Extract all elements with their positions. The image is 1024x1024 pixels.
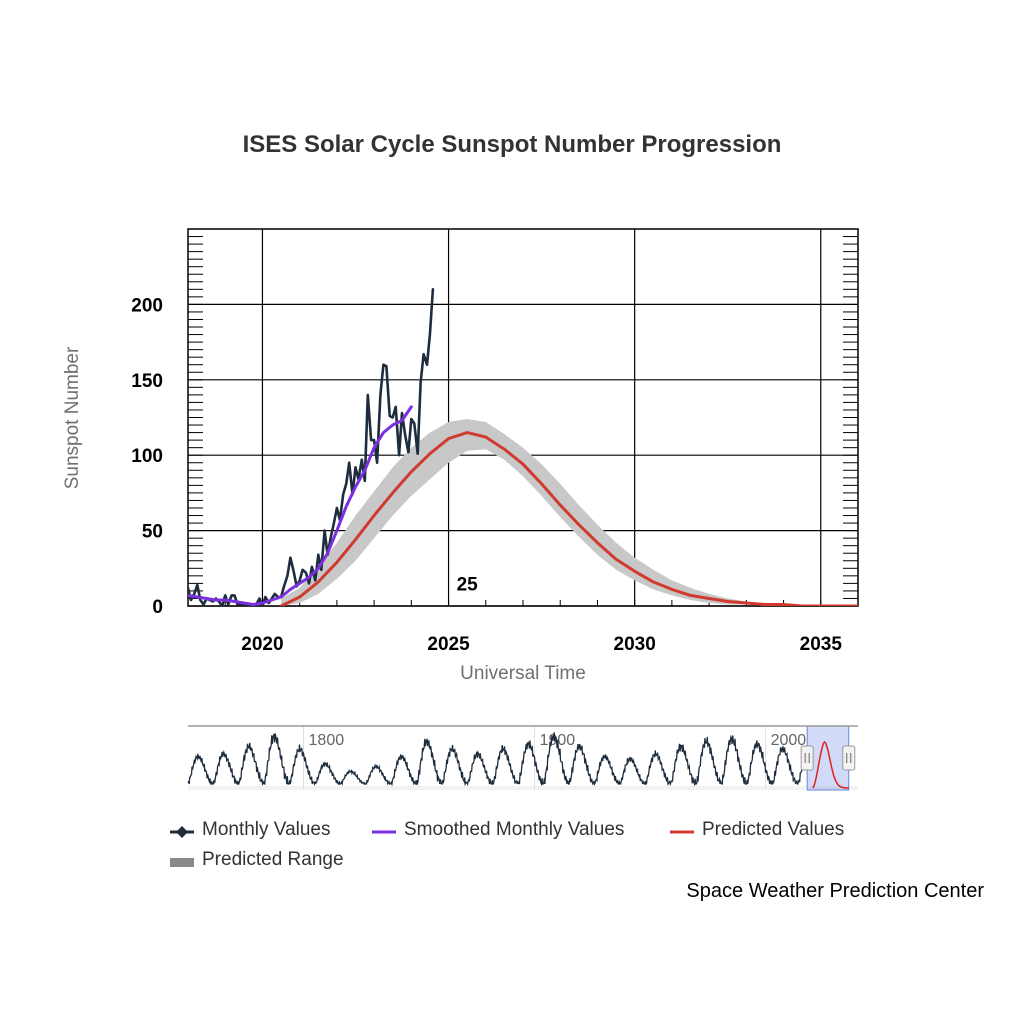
y-axis-title: Sunspot Number	[62, 346, 83, 489]
legend-item-range[interactable]: Predicted Range	[170, 849, 344, 871]
red-line-icon	[670, 823, 694, 837]
gray-band-icon	[170, 853, 194, 867]
navigator-history-line	[187, 732, 811, 787]
cycle-annotation: 25	[457, 574, 479, 595]
y-tick-label: 0	[152, 597, 163, 618]
legend-label-predicted: Predicted Values	[702, 819, 845, 840]
plot-background	[188, 229, 858, 606]
y-tick-label: 200	[131, 295, 163, 316]
legend-label-monthly: Monthly Values	[202, 819, 331, 840]
x-tick-label: 2025	[427, 634, 470, 655]
legend-item-predicted[interactable]: Predicted Values	[670, 819, 844, 841]
legend-label-range: Predicted Range	[202, 849, 344, 870]
navigator-x-label: 2000	[771, 732, 807, 749]
legend-item-smoothed[interactable]: Smoothed Monthly Values	[372, 819, 624, 841]
x-tick-label: 2030	[614, 634, 656, 655]
chart-title: ISES Solar Cycle Sunspot Number Progress…	[243, 131, 782, 158]
credit-text: Space Weather Prediction Center	[686, 880, 984, 902]
navigator-left-handle[interactable]	[800, 745, 814, 771]
purple-line-icon	[372, 823, 396, 837]
legend-label-smoothed: Smoothed Monthly Values	[404, 819, 625, 840]
handle-box	[842, 745, 856, 771]
predicted-range-band	[281, 419, 858, 606]
legend-item-monthly[interactable]: Monthly Values	[170, 819, 331, 841]
y-tick-label: 150	[131, 371, 163, 392]
y-tick-label: 50	[142, 522, 163, 543]
predicted-values-line	[279, 431, 858, 606]
y-tick-label: 100	[131, 446, 163, 467]
handle-box	[800, 745, 814, 771]
navigator-predicted-line	[812, 740, 849, 789]
navigator-baseline	[188, 786, 858, 790]
plot-series-group	[188, 288, 858, 606]
x-tick-label: 2020	[241, 634, 283, 655]
smoothed-monthly-values-line	[188, 405, 413, 606]
x-tick-label: 2035	[800, 634, 843, 655]
navigator-x-label: 1800	[309, 732, 345, 749]
navigator-right-handle[interactable]	[842, 745, 856, 771]
plot-border	[187, 228, 859, 607]
diamond-line-icon	[170, 823, 194, 838]
x-axis-title: Universal Time	[460, 663, 586, 684]
